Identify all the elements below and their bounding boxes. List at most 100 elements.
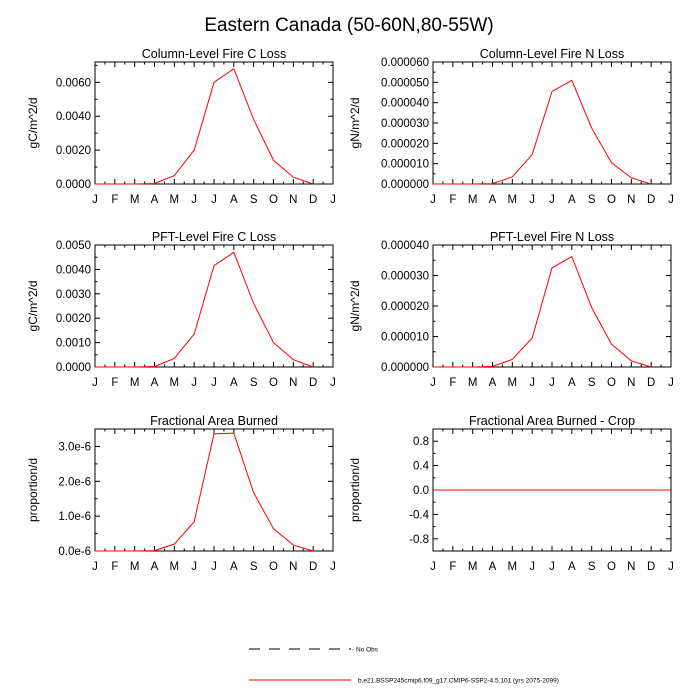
x-tick-label: O <box>269 377 278 389</box>
y-tick-label: 0.000010 <box>381 159 429 171</box>
y-tick-label: 0.000060 <box>381 57 429 69</box>
x-tick-label: J <box>430 561 436 573</box>
figure-title: Eastern Canada (50-60N,80-55W) <box>204 15 493 36</box>
x-tick-label: O <box>607 377 616 389</box>
x-tick-label: S <box>250 561 258 573</box>
x-tick-label: J <box>330 377 336 389</box>
x-tick-label: J <box>330 194 336 206</box>
y-tick-label: 0.0e-6 <box>58 546 91 558</box>
y-tick-label: 3.0e-6 <box>58 441 91 453</box>
x-tick-label: M <box>170 377 180 389</box>
x-tick-label: O <box>607 194 616 206</box>
x-tick-label: J <box>549 377 555 389</box>
panel-title: Column-Level Fire C Loss <box>142 47 287 61</box>
y-tick-label: -0.4 <box>409 509 429 521</box>
x-tick-label: J <box>191 194 197 206</box>
y-tick-label: 0.0060 <box>56 77 91 89</box>
series-line <box>433 79 652 185</box>
x-tick-label: J <box>92 194 98 206</box>
y-tick-label: 0.8 <box>413 436 429 448</box>
y-tick-label: 0.0020 <box>56 145 91 157</box>
x-tick-label: J <box>430 377 436 389</box>
y-tick-label: 2.0e-6 <box>58 476 91 488</box>
x-tick-label: M <box>170 561 180 573</box>
y-axis-label: gN/m^2/d <box>348 281 362 332</box>
panel-title: PFT-Level Fire N Loss <box>490 230 614 244</box>
y-tick-label: 0.000030 <box>381 271 429 283</box>
x-tick-label: J <box>668 377 674 389</box>
y-tick-label: 0.000000 <box>381 362 429 374</box>
legend-label-model-run: b.e21.BSSP245cmip6.f09_g17.CMIP6-SSP2-4.… <box>358 678 559 685</box>
plot-frame <box>94 244 334 368</box>
x-tick-label: F <box>111 377 118 389</box>
x-tick-label: A <box>151 194 159 206</box>
x-tick-label: A <box>151 377 159 389</box>
x-tick-label: N <box>289 377 297 389</box>
x-tick-label: J <box>211 194 217 206</box>
x-tick-label: J <box>529 561 535 573</box>
x-tick-label: J <box>191 377 197 389</box>
y-tick-label: 0.000010 <box>381 332 429 344</box>
x-tick-label: J <box>529 194 535 206</box>
y-tick-label: 0.0 <box>413 485 429 497</box>
y-tick-label: 0.0040 <box>56 111 91 123</box>
x-tick-label: J <box>92 377 98 389</box>
y-axis-label: gC/m^2/d <box>26 281 40 332</box>
y-tick-label: 0.000040 <box>381 240 429 252</box>
x-tick-label: D <box>309 194 317 206</box>
x-tick-label: J <box>549 561 555 573</box>
y-tick-label: 0.0000 <box>56 179 91 191</box>
x-tick-label: J <box>668 561 674 573</box>
x-tick-label: J <box>211 377 217 389</box>
x-tick-label: M <box>170 194 180 206</box>
series-line <box>95 251 314 368</box>
panel-title: Fractional Area Burned - Crop <box>469 414 635 428</box>
x-tick-label: O <box>269 194 278 206</box>
y-tick-label: 1.0e-6 <box>58 511 91 523</box>
y-tick-label: 0.0050 <box>56 240 91 252</box>
x-tick-label: J <box>211 561 217 573</box>
x-tick-label: A <box>230 377 238 389</box>
x-tick-label: D <box>647 194 655 206</box>
y-tick-label: 0.000020 <box>381 138 429 150</box>
y-axis-label: gN/m^2/d <box>348 98 362 149</box>
legend-label-no-obs: - No Obs <box>352 647 379 654</box>
y-tick-label: 0.0000 <box>56 362 91 374</box>
x-tick-label: F <box>111 561 118 573</box>
y-tick-label: 0.000000 <box>381 179 429 191</box>
legend: - No Obs b.e21.BSSP245cmip6.f09_g17.CMIP… <box>249 647 559 685</box>
y-tick-label: 0.000040 <box>381 98 429 110</box>
x-tick-label: M <box>468 377 478 389</box>
x-tick-label: S <box>588 194 596 206</box>
y-tick-label: 0.000030 <box>381 118 429 130</box>
plot-frame <box>94 61 334 185</box>
x-tick-label: J <box>191 561 197 573</box>
x-tick-label: N <box>289 561 297 573</box>
x-tick-label: J <box>529 377 535 389</box>
x-tick-label: M <box>468 561 478 573</box>
x-tick-label: A <box>230 194 238 206</box>
x-tick-label: D <box>647 377 655 389</box>
plot-frame <box>432 61 672 185</box>
x-tick-label: A <box>151 561 159 573</box>
y-axis-label: proportion/d <box>348 458 362 522</box>
plot-frame <box>432 244 672 368</box>
x-tick-label: A <box>489 194 497 206</box>
series-line <box>433 255 652 368</box>
y-tick-label: 0.0030 <box>56 289 91 301</box>
x-tick-label: D <box>309 561 317 573</box>
x-tick-label: N <box>627 377 635 389</box>
y-axis-label: gC/m^2/d <box>26 98 40 149</box>
y-tick-label: 0.4 <box>413 461 430 473</box>
y-tick-label: 0.0010 <box>56 338 91 350</box>
x-tick-label: F <box>449 377 456 389</box>
x-tick-label: D <box>647 561 655 573</box>
x-tick-label: A <box>568 194 576 206</box>
x-tick-label: M <box>130 561 140 573</box>
